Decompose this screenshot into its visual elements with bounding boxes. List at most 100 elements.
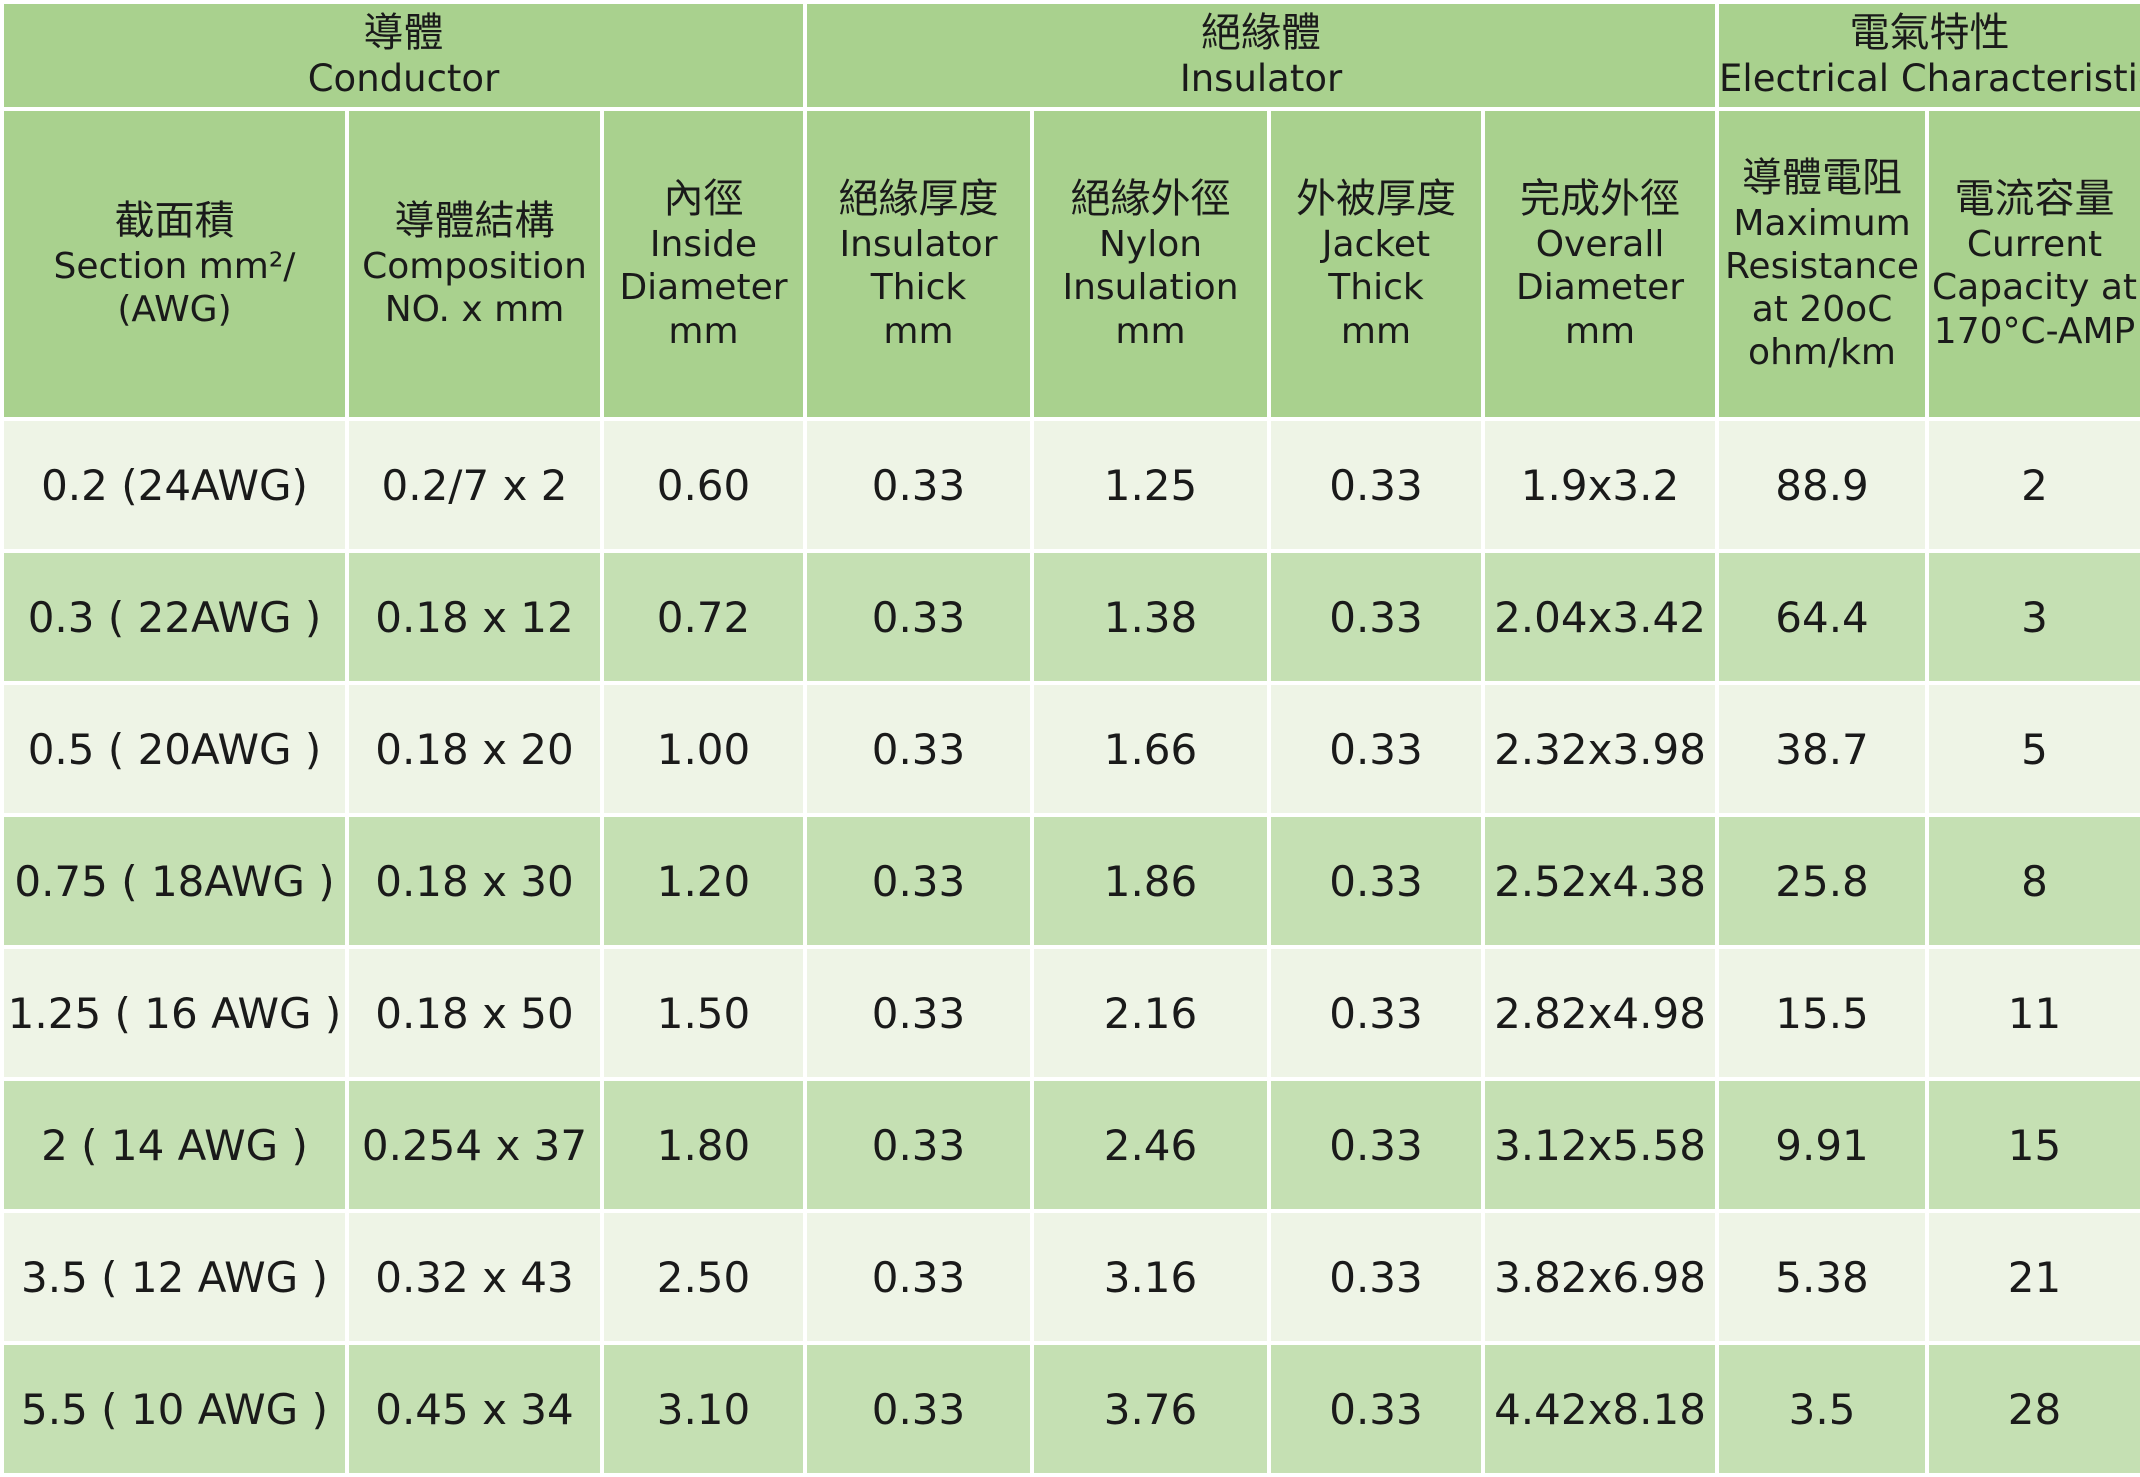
- cell-overall-diameter: 2.04x3.42: [1480, 549, 1720, 685]
- cell-current-capacity: 5: [1925, 681, 2140, 817]
- column-header-jacket-thick-en1: Jacket: [1321, 224, 1431, 266]
- cell-nylon-insulation: 1.25: [1030, 417, 1271, 553]
- cell-composition: 0.32 x 43: [345, 1209, 604, 1345]
- cell-insulator-thick: 0.33: [803, 417, 1034, 553]
- column-header-current-capacity-en3: 170°C-AMP: [1933, 310, 2136, 352]
- cell-overall-diameter: 2.82x4.98: [1480, 945, 1720, 1081]
- cell-overall-diameter: 4.42x8.18: [1480, 1341, 1720, 1477]
- column-header-current-capacity-zh: 電流容量: [1954, 176, 2115, 223]
- column-header-insulator-thick-en3: mm: [883, 310, 954, 352]
- column-header-inside-diameter-en1: Inside: [649, 224, 758, 266]
- column-header-section-zh: 截面積: [114, 197, 235, 244]
- column-header-inside-diameter-zh: 內徑: [663, 176, 744, 223]
- cell-insulator-thick: 0.33: [803, 1209, 1034, 1345]
- column-header-insulator-thick-en1: Insulator: [839, 224, 998, 266]
- cell-insulator-thick: 0.33: [803, 681, 1034, 817]
- group-conductor-en: Conductor: [307, 57, 500, 101]
- cell-inside-diameter: 0.60: [600, 417, 807, 553]
- column-header-current-capacity-en2: Capacity at: [1932, 267, 2137, 309]
- column-header-composition-zh: 導體結構: [394, 197, 555, 244]
- column-header-nylon-insulation-en2: Insulation: [1062, 267, 1239, 309]
- column-header-max-resistance-en1: Maximum: [1733, 202, 1911, 244]
- cell-insulator-thick: 0.33: [803, 549, 1034, 685]
- cell-overall-diameter: 3.82x6.98: [1480, 1209, 1720, 1345]
- column-header-jacket-thick: 外被厚度 Jacket Thick mm: [1267, 107, 1485, 421]
- group-header-conductor: 導體 Conductor: [0, 0, 807, 111]
- cell-current-capacity: 11: [1925, 945, 2140, 1081]
- cell-current-capacity: 21: [1925, 1209, 2140, 1345]
- cell-overall-diameter: 1.9x3.2: [1480, 417, 1720, 553]
- group-header-row: 導體 Conductor 絕緣體 Insulator 電氣特性 Electric…: [0, 0, 2140, 111]
- cell-jacket-thick: 0.33: [1267, 1077, 1485, 1213]
- cell-inside-diameter: 1.80: [600, 1077, 807, 1213]
- cell-inside-diameter: 2.50: [600, 1209, 807, 1345]
- table-row: 5.5 ( 10 AWG ) 0.45 x 34 3.10 0.33 3.76 0.33 4…: [0, 1341, 2140, 1477]
- column-header-jacket-thick-en3: mm: [1340, 310, 1412, 352]
- cell-section: 0.5 ( 20AWG ): [0, 681, 349, 817]
- cell-nylon-insulation: 2.16: [1030, 945, 1271, 1081]
- cell-insulator-thick: 0.33: [803, 945, 1034, 1081]
- group-insulator-zh: 絕緣體: [1201, 10, 1322, 57]
- group-header-electrical: 電氣特性 Electrical Characteristic: [1715, 0, 2140, 111]
- cell-max-resistance: 9.91: [1715, 1077, 1930, 1213]
- column-header-nylon-insulation-zh: 絕緣外徑: [1070, 176, 1231, 223]
- cell-jacket-thick: 0.33: [1267, 681, 1485, 817]
- cell-current-capacity: 15: [1925, 1077, 2140, 1213]
- column-header-overall-diameter: 完成外徑 Overall Diameter mm: [1480, 107, 1720, 421]
- column-header-current-capacity-en1: Current: [1966, 224, 2103, 266]
- cell-section: 3.5 ( 12 AWG ): [0, 1209, 349, 1345]
- cell-max-resistance: 64.4: [1715, 549, 1930, 685]
- cell-current-capacity: 8: [1925, 813, 2140, 949]
- column-header-overall-diameter-en3: mm: [1564, 310, 1636, 352]
- table-row: 3.5 ( 12 AWG ) 0.32 x 43 2.50 0.33 3.16 0.33 3…: [0, 1209, 2140, 1345]
- column-header-overall-diameter-en1: Overall: [1535, 224, 1665, 266]
- cell-jacket-thick: 0.33: [1267, 813, 1485, 949]
- cell-inside-diameter: 1.50: [600, 945, 807, 1081]
- group-electrical-en: Electrical Characteristic: [1719, 57, 2140, 101]
- column-header-section-en1: Section mm²/: [53, 245, 296, 287]
- cell-section: 5.5 ( 10 AWG ): [0, 1341, 349, 1477]
- cell-inside-diameter: 0.72: [600, 549, 807, 685]
- cell-section: 0.75 ( 18AWG ): [0, 813, 349, 949]
- column-header-max-resistance-zh: 導體電阻: [1742, 154, 1903, 201]
- cell-jacket-thick: 0.33: [1267, 417, 1485, 553]
- cell-current-capacity: 2: [1925, 417, 2140, 553]
- cell-nylon-insulation: 3.76: [1030, 1341, 1271, 1477]
- column-header-current-capacity: 電流容量 Current Capacity at 170°C-AMP: [1925, 107, 2140, 421]
- cell-overall-diameter: 2.32x3.98: [1480, 681, 1720, 817]
- column-header-max-resistance: 導體電阻 Maximum Resistance at 20oC ohm/km: [1715, 107, 1930, 421]
- cell-nylon-insulation: 1.86: [1030, 813, 1271, 949]
- group-conductor-zh: 導體: [363, 10, 444, 57]
- cell-insulator-thick: 0.33: [803, 813, 1034, 949]
- cell-nylon-insulation: 3.16: [1030, 1209, 1271, 1345]
- table-row: 0.2 (24AWG) 0.2/7 x 2 0.60 0.33 1.25 0.33 1.9x…: [0, 417, 2140, 553]
- cell-section: 0.3 ( 22AWG ): [0, 549, 349, 685]
- cell-inside-diameter: 1.00: [600, 681, 807, 817]
- column-header-inside-diameter-en3: mm: [668, 310, 739, 352]
- column-header-insulator-thick: 絕緣厚度 Insulator Thick mm: [803, 107, 1034, 421]
- column-header-overall-diameter-en2: Diameter: [1515, 267, 1685, 309]
- table-row: 1.25 ( 16 AWG ) 0.18 x 50 1.50 0.33 2.16 0.33…: [0, 945, 2140, 1081]
- column-header-overall-diameter-zh: 完成外徑: [1520, 176, 1681, 223]
- column-header-max-resistance-en3: at 20oC: [1751, 289, 1893, 330]
- group-electrical-zh: 電氣特性: [1849, 10, 2010, 57]
- table-row: 0.5 ( 20AWG ) 0.18 x 20 1.00 0.33 1.66 0.33 2.…: [0, 681, 2140, 817]
- cell-overall-diameter: 2.52x4.38: [1480, 813, 1720, 949]
- table-row: 2 ( 14 AWG ) 0.254 x 37 1.80 0.33 2.46 0.33 3.…: [0, 1077, 2140, 1213]
- cell-max-resistance: 3.5: [1715, 1341, 1930, 1477]
- cell-insulator-thick: 0.33: [803, 1077, 1034, 1213]
- group-header-insulator: 絕緣體 Insulator: [802, 0, 1720, 111]
- cell-composition: 0.18 x 30: [345, 813, 604, 949]
- cell-max-resistance: 15.5: [1715, 945, 1930, 1081]
- cell-composition: 0.254 x 37: [345, 1077, 604, 1213]
- cell-jacket-thick: 0.33: [1267, 1341, 1485, 1477]
- cell-jacket-thick: 0.33: [1267, 549, 1485, 685]
- cell-section: 0.2 (24AWG): [0, 417, 349, 553]
- cell-section: 1.25 ( 16 AWG ): [0, 945, 349, 1081]
- cell-composition: 0.18 x 50: [345, 945, 604, 1081]
- cell-insulator-thick: 0.33: [803, 1341, 1034, 1477]
- column-header-composition: 導體結構 Composition NO. x mm: [345, 107, 604, 421]
- cell-max-resistance: 88.9: [1715, 417, 1930, 553]
- column-header-section-en2: (AWG): [117, 289, 232, 330]
